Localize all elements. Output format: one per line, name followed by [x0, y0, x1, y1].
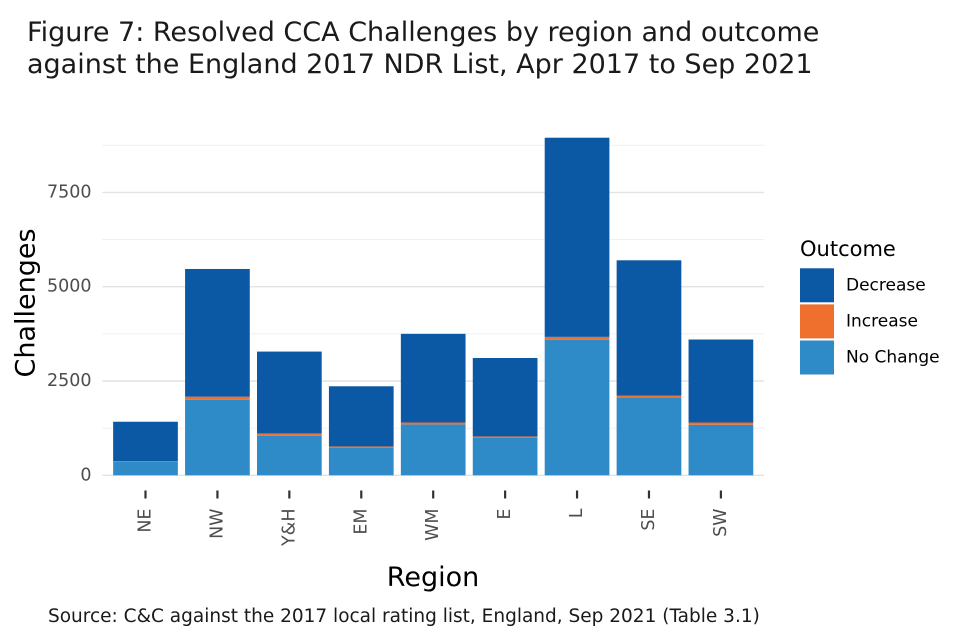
- legend-key-no-change: [800, 340, 834, 375]
- bar-segment-NW-increase: [185, 396, 250, 400]
- bar-segment-WM-increase: [400, 422, 466, 425]
- source-caption: Source: C&C against the 2017 local ratin…: [48, 606, 760, 627]
- legend-title: Outcome: [800, 237, 896, 261]
- bar-segment-Y&H-no-change: [257, 435, 322, 476]
- bar-segment-SW-no-change: [688, 424, 754, 476]
- legend-label-decrease: Decrease: [846, 275, 926, 295]
- legend-key-decrease: [800, 268, 834, 303]
- bar-segment-NE-no-change: [113, 461, 178, 476]
- x-axis-ticks: NE NW Y&H EM WM E L SE SW: [136, 490, 731, 548]
- legend-entry-no-change: No Change: [800, 340, 940, 375]
- bar-WM: [400, 333, 466, 476]
- x-tick-label-SE: SE: [639, 509, 659, 531]
- bar-segment-WM-decrease: [400, 333, 466, 423]
- bar-segment-SW-decrease: [688, 339, 754, 423]
- bar-segment-EM-decrease: [328, 386, 394, 447]
- legend: Outcome Decrease Increase No Change: [800, 237, 940, 375]
- y-tick-label-5000: 5000: [47, 277, 92, 297]
- x-tick-label-Y&H: Y&H: [279, 509, 299, 548]
- bar-segment-SE-increase: [616, 395, 682, 398]
- x-tick-label-SW: SW: [711, 509, 731, 537]
- x-tick-label-NE: NE: [136, 509, 156, 533]
- bar-segment-EM-increase: [328, 446, 394, 448]
- bar-segment-L-increase: [544, 336, 610, 340]
- legend-entry-increase: Increase: [800, 304, 918, 339]
- bar-segment-E-no-change: [472, 437, 538, 476]
- legend-label-increase: Increase: [846, 311, 918, 331]
- bar-segment-EM-no-change: [328, 447, 394, 476]
- bar-segment-L-no-change: [544, 339, 610, 476]
- bar-Y&H: [257, 351, 322, 476]
- bar-segment-NW-decrease: [185, 268, 250, 397]
- x-tick-label-E: E: [495, 509, 515, 520]
- bar-L: [544, 137, 610, 476]
- bar-segment-NW-no-change: [185, 399, 250, 476]
- legend-label-no-change: No Change: [846, 348, 940, 368]
- bar-segment-NE-decrease: [113, 421, 178, 462]
- chart-title-line2: against the England 2017 NDR List, Apr 2…: [27, 49, 813, 80]
- bar-NE: [113, 421, 178, 476]
- x-tick-label-L: L: [567, 508, 587, 518]
- y-tick-label-2500: 2500: [47, 371, 92, 391]
- bars: [113, 137, 754, 476]
- y-tick-label-0: 0: [80, 465, 91, 485]
- bar-segment-E-increase: [472, 436, 538, 438]
- x-tick-label-NW: NW: [207, 509, 227, 539]
- bar-segment-WM-no-change: [400, 424, 466, 476]
- legend-entry-decrease: Decrease: [800, 268, 926, 303]
- y-axis-title: Challenges: [11, 228, 42, 377]
- bar-SE: [616, 260, 682, 476]
- bar-EM: [328, 386, 394, 476]
- bar-SW: [688, 339, 754, 476]
- bar-segment-SW-increase: [688, 422, 754, 425]
- bar-segment-SE-decrease: [616, 260, 682, 396]
- chart-title-line1: Figure 7: Resolved CCA Challenges by reg…: [27, 17, 819, 48]
- y-axis-tick-labels: 0 2500 5000 7500: [47, 182, 92, 485]
- bar-segment-L-decrease: [544, 137, 610, 337]
- bar-segment-SE-no-change: [616, 397, 682, 476]
- x-tick-label-WM: WM: [423, 509, 443, 541]
- bar-NW: [185, 268, 250, 476]
- x-axis-title: Region: [387, 562, 479, 593]
- bar-segment-Y&H-increase: [257, 433, 322, 436]
- bar-segment-Y&H-decrease: [257, 351, 322, 434]
- y-tick-label-7500: 7500: [47, 182, 92, 202]
- x-tick-label-EM: EM: [351, 509, 371, 535]
- legend-key-increase: [800, 304, 834, 339]
- bar-segment-E-decrease: [472, 357, 538, 437]
- bar-E: [472, 357, 538, 476]
